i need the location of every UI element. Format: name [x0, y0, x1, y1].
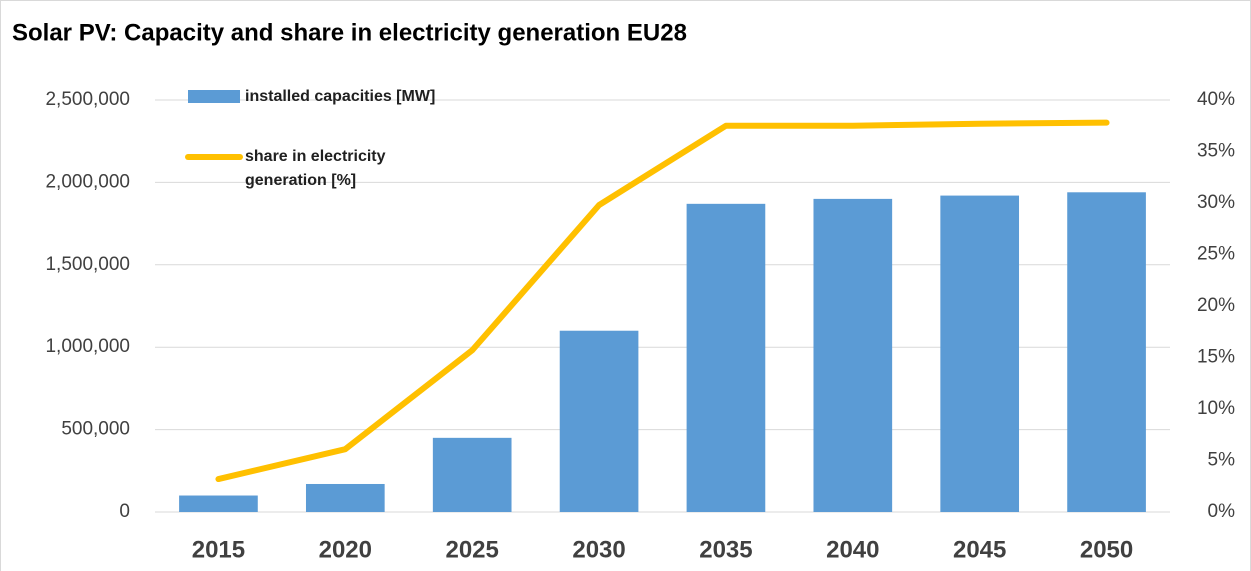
bar [179, 495, 258, 512]
y-tick-label: 1,500,000 [45, 254, 130, 275]
x-tick-label: 2035 [699, 536, 752, 563]
y2-tick-label: 30% [1197, 192, 1235, 213]
x-tick-label: 2045 [953, 536, 1006, 563]
bar [940, 195, 1020, 513]
bar [686, 203, 766, 512]
y2-tick-label: 35% [1197, 141, 1235, 162]
y2-tick-label: 15% [1197, 347, 1235, 368]
y2-tick-label: 5% [1208, 450, 1236, 471]
x-tick-label: 2015 [192, 536, 245, 563]
bar [305, 483, 385, 512]
y-tick-label: 0 [119, 501, 130, 522]
y-tick-label: 1,000,000 [45, 336, 130, 357]
line [215, 119, 1110, 483]
bar [559, 330, 639, 512]
x-tick-label: 2050 [1080, 536, 1133, 563]
legend-swatch [188, 90, 240, 103]
chart-title: Solar PV: Capacity and share in electric… [12, 19, 687, 46]
y2-tick-label: 10% [1197, 398, 1235, 419]
y-tick-label: 500,000 [61, 419, 130, 440]
bar [432, 437, 512, 512]
y2-tick-label: 20% [1197, 295, 1235, 316]
y2-tick-label: 0% [1208, 501, 1236, 522]
x-tick-label: 2040 [826, 536, 879, 563]
bar [1067, 192, 1146, 512]
x-tick-label: 2030 [572, 536, 625, 563]
legend-label: installed capacities [MW] [245, 88, 436, 105]
x-tick-label: 2020 [319, 536, 372, 563]
bar [813, 198, 893, 512]
y2-tick-label: 25% [1197, 244, 1235, 265]
y-tick-label: 2,500,000 [45, 89, 130, 110]
y2-tick-label: 40% [1197, 89, 1235, 110]
y-tick-label: 2,000,000 [45, 171, 130, 192]
legend-label: share in electricity generation [%] [245, 148, 386, 189]
x-tick-label: 2025 [445, 536, 498, 563]
